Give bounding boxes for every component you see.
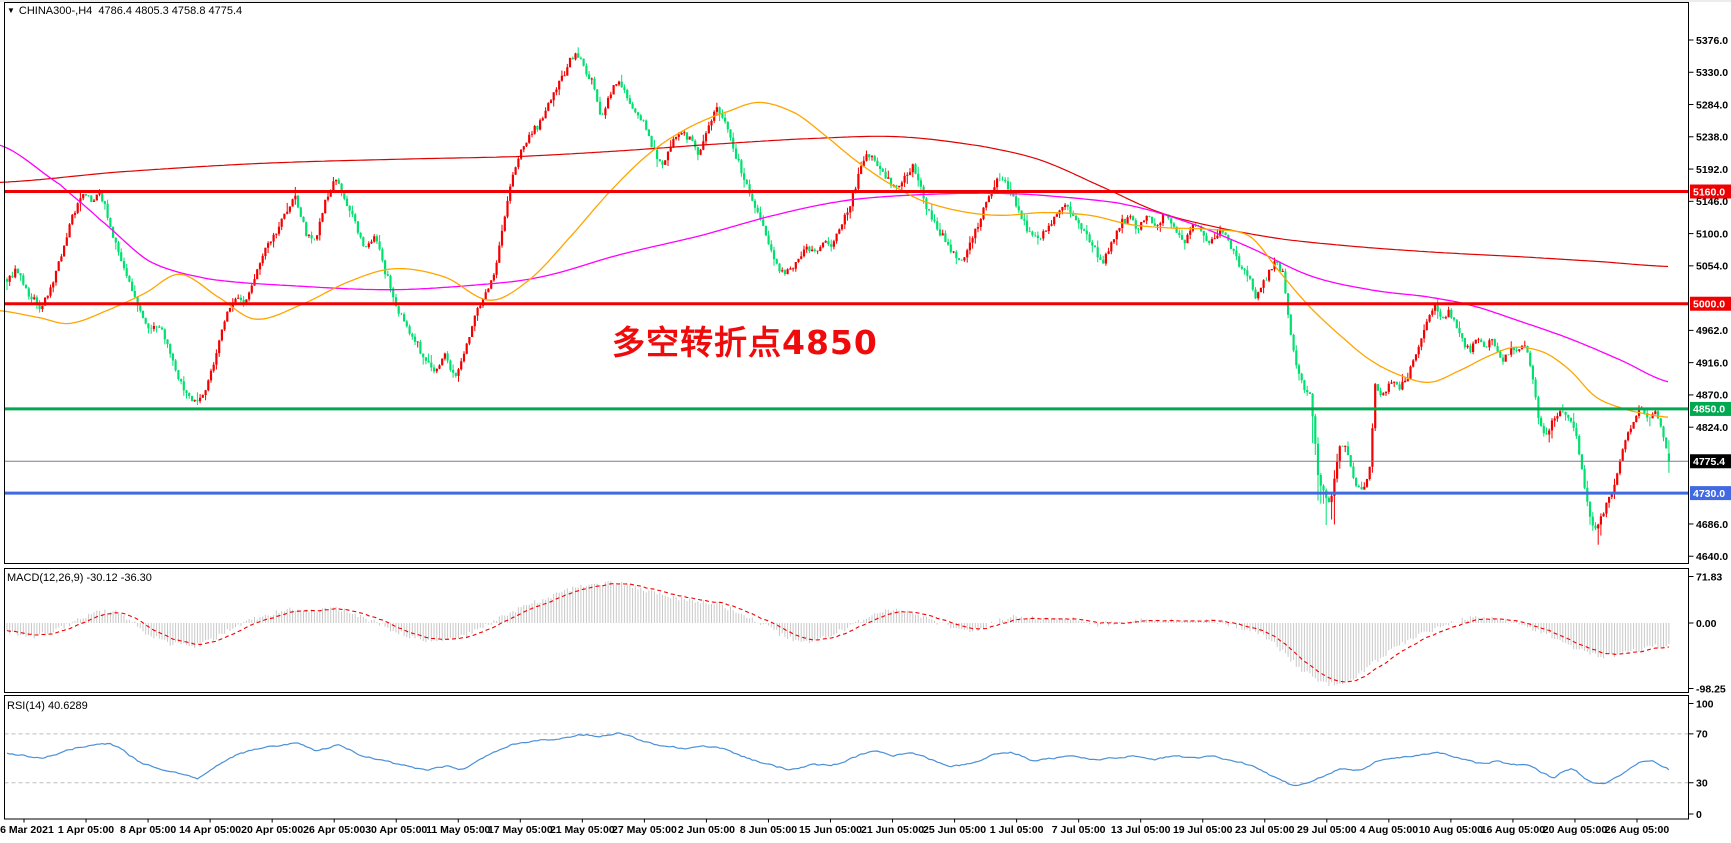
x-axis-label[interactable]: 16 Aug 05:00 [1481,824,1546,836]
main-panel-border [4,2,1689,564]
x-axis-label[interactable]: 20 Aug 05:00 [1543,824,1608,836]
symbol-ohlc-text: CHINA300-,H4 4786.4 4805.3 4758.8 4775.4 [18,5,243,17]
x-axis-label[interactable]: 1 Apr 05:00 [58,824,114,836]
y-tick-label: 4686.0 [1696,519,1728,531]
macd-panel-border [4,568,1689,693]
x-axis-label[interactable]: 13 Jul 05:00 [1111,824,1171,836]
x-axis-label[interactable]: 8 Apr 05:00 [120,824,176,836]
price-badge-label: 5000.0 [1693,299,1725,311]
y-tick-label: 4640.0 [1696,551,1728,563]
x-axis-label[interactable]: 27 May 05:00 [612,824,677,836]
x-axis-label[interactable]: 26 Apr 05:00 [303,824,365,836]
rsi-line [6,732,1670,787]
ma-fast-orange-line [0,101,1669,418]
x-axis-label[interactable]: 2 Jun 05:00 [678,824,735,836]
x-axis-label[interactable]: 23 Jul 05:00 [1235,824,1295,836]
macd-signal-line [6,583,1670,683]
x-axis-label[interactable]: 25 Jun 05:00 [923,824,986,836]
y-tick-label: 5100.0 [1696,228,1728,240]
y-tick-label: 4870.0 [1696,390,1728,402]
rsi-panel-plot[interactable] [4,695,1689,820]
dropdown-triangle-icon[interactable]: ▼ [7,6,15,15]
rsi-indicator-label: RSI(14) 40.6289 [7,700,88,712]
macd-tick-label: 71.83 [1696,571,1722,583]
y-tick-label: 5284.0 [1696,99,1728,111]
x-axis-label[interactable]: 19 Jul 05:00 [1173,824,1233,836]
y-tick-label: 4916.0 [1696,357,1728,369]
window-top-edge [0,0,1731,2]
y-tick-label: 4962.0 [1696,325,1728,337]
price-badge-5160.0 [1690,184,1731,199]
price-badge-label: 4730.0 [1693,488,1725,500]
x-axis-label[interactable]: 7 Jul 05:00 [1052,824,1106,836]
y-tick-label: 5054.0 [1696,261,1728,273]
x-axis-label[interactable]: 20 Apr 05:00 [241,824,303,836]
y-tick-label: 5238.0 [1696,132,1728,144]
price-badge-label: 4775.4 [1693,456,1725,468]
annotation-text: 多空转折点4850 [612,323,878,362]
price-badge-label: 4850.0 [1693,404,1725,416]
ma-medium-magenta-line [0,144,1669,383]
x-axis-label[interactable]: 17 May 05:00 [488,824,553,836]
bull-candle-bodies [8,53,1657,529]
x-axis-label[interactable]: 29 Jul 05:00 [1297,824,1357,836]
price-badge-4850.0 [1690,401,1731,416]
rsi-tick-label: 0 [1696,809,1702,821]
x-axis-label[interactable]: 15 Jun 05:00 [799,824,862,836]
rsi-tick-label: 70 [1696,729,1708,741]
symbol-ohlc-line[interactable]: ▼ CHINA300-,H4 4786.4 4805.3 4758.8 4775.… [7,5,242,17]
price-badge-label: 5160.0 [1693,186,1725,198]
macd-tick-label: -98.25 [1696,683,1726,695]
rsi-panel-border [4,695,1689,820]
y-tick-label: 4824.0 [1696,422,1728,434]
macd-panel-plot[interactable] [4,568,1689,693]
x-axis-label[interactable]: 26 Aug 05:00 [1605,824,1670,836]
x-axis-label[interactable]: 26 Mar 2021 [0,824,54,836]
x-axis-label[interactable]: 14 Apr 05:00 [179,824,241,836]
macd-indicator-label: MACD(12,26,9) -30.12 -36.30 [7,572,152,584]
x-axis-label[interactable]: 1 Jul 05:00 [990,824,1044,836]
rsi-tick-label: 100 [1696,698,1714,710]
x-axis-label[interactable]: 10 Aug 05:00 [1419,824,1484,836]
x-axis-label[interactable]: 30 Apr 05:00 [365,824,427,836]
x-axis-label[interactable]: 8 Jun 05:00 [740,824,797,836]
macd-tick-label: 0.00 [1696,618,1717,630]
ma-slow-red-line [0,135,1669,268]
x-axis-label[interactable]: 21 Jun 05:00 [861,824,924,836]
x-axis-label[interactable]: 4 Aug 05:00 [1360,824,1419,836]
main-chart-plot[interactable] [4,2,1689,564]
price-badge-5000.0 [1690,296,1731,311]
y-tick-label: 5192.0 [1696,164,1728,176]
y-tick-label: 5146.0 [1696,196,1728,208]
price-badge-4730.0 [1690,486,1731,501]
y-tick-label: 5376.0 [1696,35,1728,47]
y-tick-label: 5330.0 [1696,67,1728,79]
price-badge-4775.4 [1690,454,1731,469]
x-axis-label[interactable]: 11 May 05:00 [426,824,490,836]
x-axis-label[interactable]: 21 May 05:00 [550,824,615,836]
rsi-tick-label: 30 [1696,778,1708,790]
